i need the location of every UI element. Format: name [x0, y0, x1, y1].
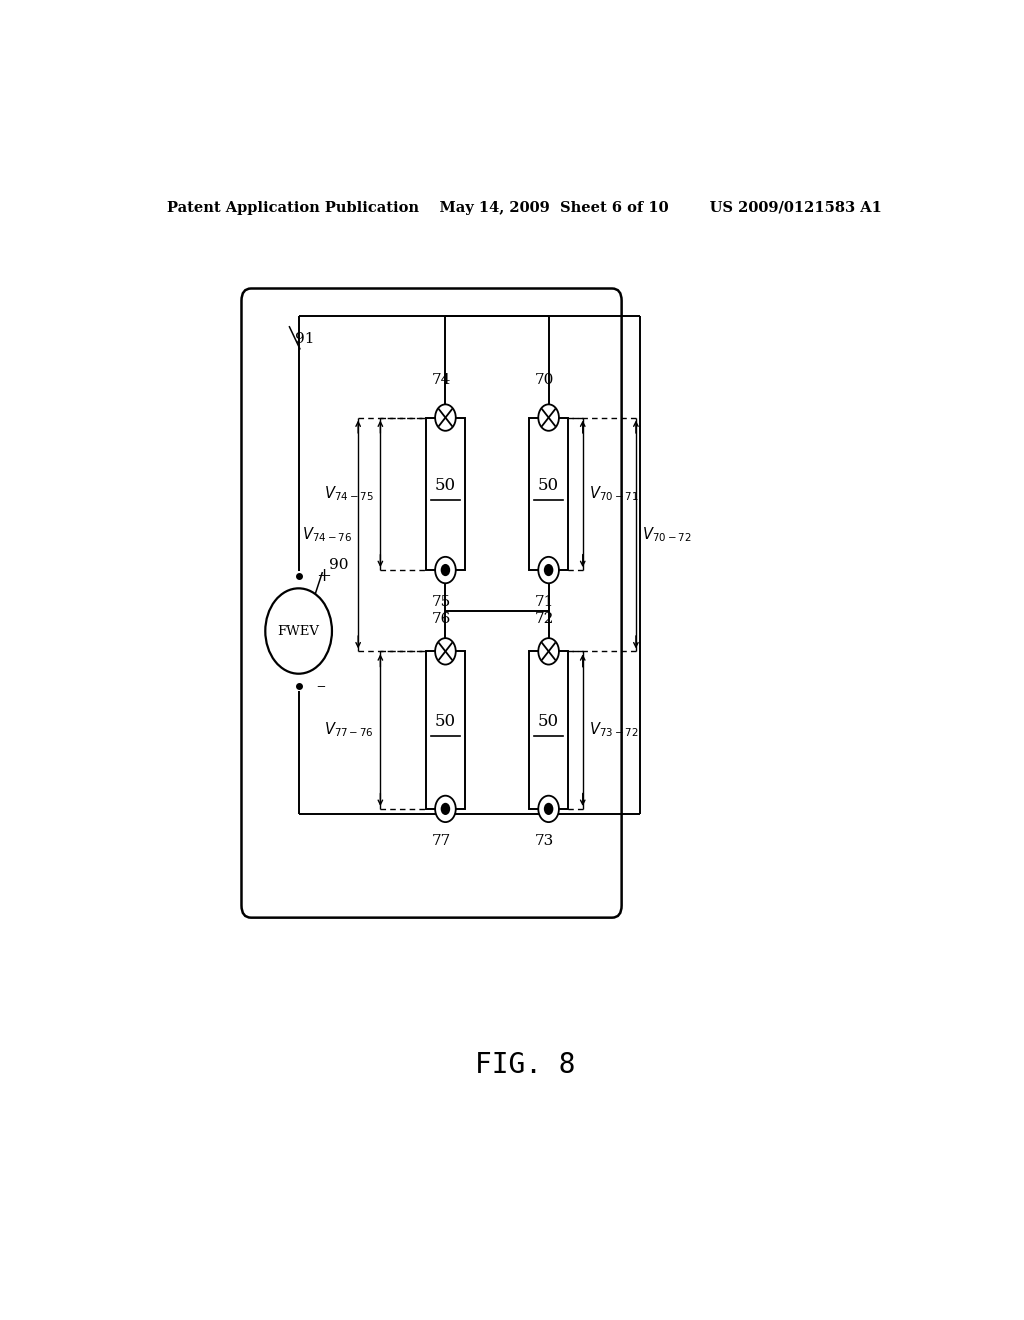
Circle shape: [544, 564, 553, 576]
Text: 90: 90: [329, 558, 348, 572]
Bar: [426, 651, 465, 809]
Text: 50: 50: [538, 478, 559, 494]
Text: 70: 70: [535, 374, 554, 387]
Text: 76: 76: [432, 612, 452, 626]
Circle shape: [435, 557, 456, 583]
Bar: [528, 417, 568, 570]
Text: 75: 75: [432, 595, 452, 610]
Text: 72: 72: [535, 612, 554, 626]
Circle shape: [435, 796, 456, 822]
Circle shape: [539, 796, 559, 822]
Text: $V_{70-71}$: $V_{70-71}$: [589, 484, 639, 503]
Circle shape: [539, 638, 559, 664]
Circle shape: [265, 589, 332, 673]
Text: +: +: [316, 568, 331, 585]
Circle shape: [440, 803, 451, 814]
Text: 50: 50: [435, 714, 456, 730]
Text: 71: 71: [535, 595, 554, 610]
Circle shape: [544, 803, 553, 814]
Bar: [426, 417, 465, 570]
Circle shape: [440, 564, 451, 576]
Text: $V_{74-75}$: $V_{74-75}$: [325, 484, 374, 503]
Text: Patent Application Publication    May 14, 2009  Sheet 6 of 10        US 2009/012: Patent Application Publication May 14, 2…: [167, 201, 883, 215]
Text: $V_{77-76}$: $V_{77-76}$: [325, 721, 374, 739]
Text: $V_{70-72}$: $V_{70-72}$: [642, 525, 692, 544]
Circle shape: [539, 404, 559, 430]
Text: 50: 50: [435, 478, 456, 494]
Text: 77: 77: [432, 834, 452, 849]
Bar: [528, 651, 568, 809]
Text: 73: 73: [535, 834, 554, 849]
Text: 74: 74: [432, 374, 452, 387]
Text: 50: 50: [538, 714, 559, 730]
Text: FWEV: FWEV: [278, 624, 319, 638]
Circle shape: [435, 638, 456, 664]
Circle shape: [435, 404, 456, 430]
Text: $V_{74-76}$: $V_{74-76}$: [302, 525, 352, 544]
Text: FIG. 8: FIG. 8: [474, 1051, 575, 1078]
Text: $V_{73-72}$: $V_{73-72}$: [589, 721, 639, 739]
Circle shape: [539, 557, 559, 583]
Text: 91: 91: [295, 333, 314, 346]
Text: –: –: [316, 677, 325, 694]
